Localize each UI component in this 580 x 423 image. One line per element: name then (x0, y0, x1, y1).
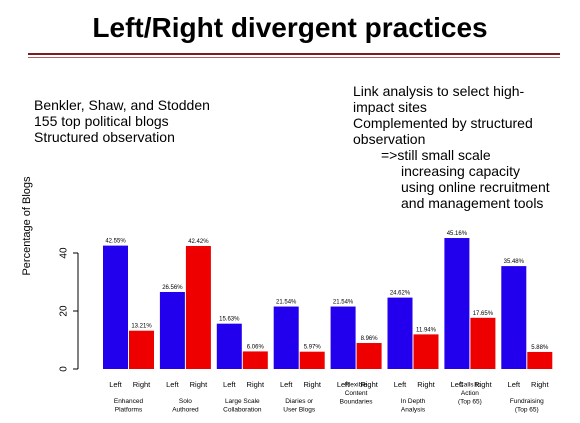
data-label: 24.62% (390, 291, 411, 297)
data-label: 8.96% (361, 336, 379, 342)
right-text-line: Complemented by structured (353, 115, 533, 131)
title-rule-thin (28, 57, 560, 58)
category-label: (Top 65) (458, 399, 482, 406)
side-label-right: Right (303, 380, 321, 389)
side-label-right: Right (133, 380, 151, 389)
bars (103, 238, 553, 369)
category-label: Collaboration (223, 407, 262, 414)
data-label: 35.48% (504, 259, 525, 265)
category-label: Flexible (345, 382, 368, 389)
right-text-line: increasing capacity (401, 163, 521, 179)
data-label: 42.42% (188, 239, 209, 245)
title-rule (28, 53, 560, 55)
bar-right (413, 334, 439, 369)
bar-left (103, 245, 128, 369)
category-label: Enhanced (114, 398, 144, 405)
side-label-right: Right (474, 380, 492, 389)
y-tick-label: 20 (59, 305, 70, 317)
side-label-right: Right (190, 380, 208, 389)
y-axis-label: Percentage of Blogs (21, 176, 33, 276)
right-text-line: using online recruitment (401, 179, 550, 195)
side-label-left: Left (223, 380, 236, 389)
bar-left (444, 238, 470, 369)
data-label: 11.94% (416, 327, 437, 333)
bar-left (330, 306, 356, 369)
bar-left (216, 323, 242, 369)
side-label-left: Left (166, 380, 179, 389)
side-label-left: Left (394, 380, 407, 389)
data-label: 17.65% (473, 311, 494, 317)
bar-right (242, 351, 268, 369)
right-text-line: observation (353, 131, 426, 147)
bar-right (185, 245, 211, 369)
category-label: Large Scale (225, 398, 260, 405)
data-label: 6.06% (247, 344, 265, 350)
side-label-right: Right (531, 380, 549, 389)
bar-right (129, 330, 154, 369)
side-label-right: Right (360, 380, 378, 389)
data-label: 42.55% (105, 239, 126, 245)
bar-left (387, 297, 413, 369)
data-label: 45.16% (447, 231, 468, 237)
right-text-line: and management tools (401, 195, 544, 211)
side-label-left: Left (337, 380, 350, 389)
bar-left (501, 266, 527, 369)
data-label: 13.21% (131, 324, 152, 330)
left-text-line: 155 top political blogs (34, 113, 169, 129)
category-label: (Top 65) (515, 407, 539, 414)
side-label-left: Left (508, 380, 521, 389)
labels: 42.55% 13.21% Left Right Enhanced Platforms 26… (105, 231, 549, 413)
category-label: Action (461, 390, 479, 397)
side-label-left: Left (280, 380, 293, 389)
right-text-block: Link analysis to select high- impact sit… (353, 83, 550, 211)
slide-title: Left/Right divergent practices (92, 12, 488, 43)
category-label: Fundraising (510, 398, 544, 405)
category-label: Analysis (401, 407, 426, 414)
category-label: Boundaries (340, 399, 374, 406)
data-label: 21.54% (333, 300, 354, 306)
bar-left (273, 306, 299, 369)
right-text-line: impact sites (353, 99, 427, 115)
category-label: Diaries or (285, 398, 314, 405)
data-label: 26.56% (162, 285, 183, 291)
side-label-right: Right (417, 380, 435, 389)
category-label: Content (345, 390, 368, 397)
right-text-line: Link analysis to select high- (353, 83, 525, 99)
left-text-block: Benkler, Shaw, and Stodden 155 top polit… (34, 97, 210, 145)
data-label: 21.54% (276, 300, 297, 306)
y-tick-label: 40 (59, 247, 70, 259)
data-label: 5.97% (304, 345, 322, 351)
side-label-left: Left (109, 380, 122, 389)
category-label: User Blogs (283, 407, 316, 414)
category-label: Solo (179, 398, 192, 405)
category-label: In Depth (401, 398, 426, 405)
y-axis: 0 20 40 Percentage of Blogs (21, 176, 79, 372)
bar-right (527, 351, 553, 369)
category-label: Platforms (115, 407, 143, 414)
side-label-right: Right (247, 380, 265, 389)
data-label: 5.88% (531, 345, 549, 351)
bar-right (299, 351, 325, 369)
category-label: Calls to (459, 382, 481, 389)
data-label: 15.63% (219, 317, 240, 323)
side-label-left: Left (451, 380, 464, 389)
bar-right (470, 317, 496, 369)
bar-left (159, 291, 185, 369)
category-label: Authored (172, 407, 199, 414)
left-text-line: Structured observation (34, 129, 175, 145)
left-text-line: Benkler, Shaw, and Stodden (34, 97, 210, 113)
y-tick-label: 0 (59, 366, 70, 372)
bar-right (356, 343, 382, 369)
right-text-line: =>still small scale (381, 147, 491, 163)
